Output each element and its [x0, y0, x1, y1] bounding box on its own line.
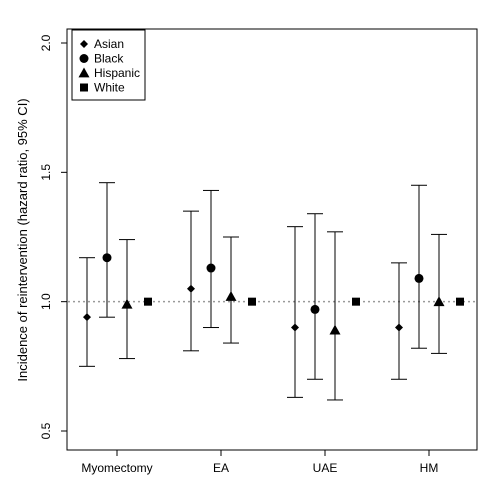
hispanic-point — [121, 298, 133, 309]
hispanic-point — [225, 290, 237, 301]
white-point — [456, 297, 464, 306]
y-tick-label: 1.0 — [39, 293, 53, 310]
black-point — [310, 304, 320, 314]
legend-asian-label: Asian — [94, 37, 124, 51]
legend-black-label: Black — [94, 52, 124, 66]
x-tick-label: EA — [213, 461, 229, 475]
legend-black-marker — [79, 54, 89, 63]
asian-point — [83, 313, 91, 322]
x-tick-label: Myomectomy — [81, 461, 152, 475]
y-axis-label: Incidence of reintervention (hazard rati… — [15, 98, 30, 381]
legend-hispanic-marker — [78, 67, 90, 78]
legend-white-marker — [80, 83, 88, 92]
asian-point — [187, 284, 195, 293]
plot-frame — [66, 28, 478, 451]
x-tick-label: HM — [420, 461, 439, 475]
y-tick-label: 1.5 — [39, 164, 53, 181]
hispanic-point — [329, 324, 341, 335]
x-tick-label: UAE — [313, 461, 338, 475]
black-point — [102, 253, 112, 263]
legend-white-label: White — [94, 81, 125, 95]
y-tick-label: 0.5 — [39, 422, 53, 439]
black-point — [414, 273, 424, 283]
white-point — [144, 297, 152, 306]
white-point — [248, 297, 256, 306]
asian-point — [291, 323, 299, 332]
white-point — [352, 297, 360, 306]
legend-hispanic-label: Hispanic — [94, 66, 140, 80]
black-point — [206, 263, 216, 273]
y-tick-label: 2.0 — [39, 34, 53, 51]
asian-point — [395, 323, 403, 332]
hispanic-point — [433, 296, 445, 307]
legend-asian-marker — [80, 40, 88, 48]
